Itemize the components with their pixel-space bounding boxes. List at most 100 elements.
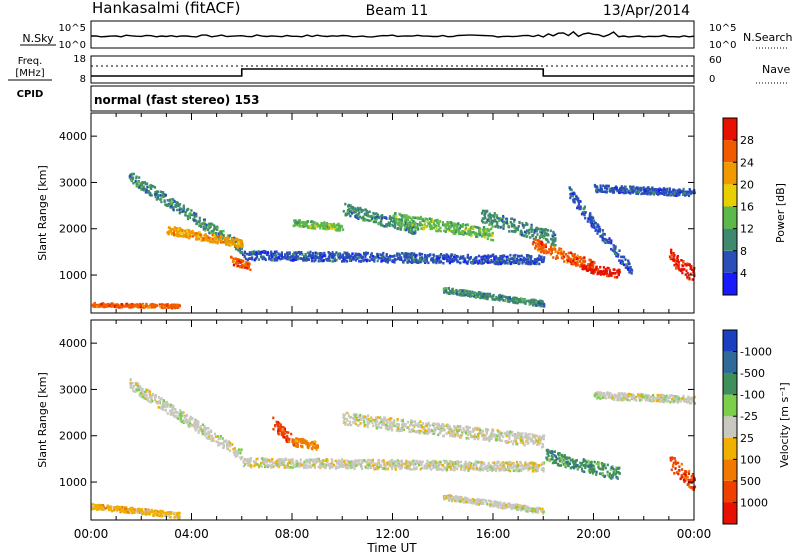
data-cell [470,467,474,470]
data-cell [472,258,475,262]
data-cell [109,302,112,306]
data-cell [562,253,565,256]
data-cell [486,228,489,231]
data-cell [505,255,508,259]
data-cell [180,228,183,231]
data-cell [234,244,237,247]
data-cell [177,228,180,232]
data-cell [209,225,212,228]
data-cell [480,260,483,264]
data-cell [472,262,475,265]
data-cell [99,303,102,307]
data-cell [358,459,361,462]
data-cell [404,218,407,221]
data-cell [184,232,188,236]
data-cell [534,238,537,242]
data-cell [321,255,324,259]
data-cell [268,464,271,467]
data-cell [541,258,544,262]
data-cell [539,227,542,231]
data-cell [372,215,375,219]
data-cell [201,432,204,436]
data-cell [284,257,287,260]
data-cell [153,395,156,398]
data-cell [589,212,592,215]
data-cell [485,231,488,235]
data-cell [313,466,316,469]
data-cell [377,216,380,219]
data-cell [502,467,506,471]
data-cell [496,465,499,468]
data-cell [651,189,654,192]
data-cell [594,228,598,231]
data-cell [286,251,289,255]
data-cell [322,222,325,225]
data-cell [313,222,316,225]
data-cell [561,252,564,255]
data-cell [235,262,238,265]
data-cell [536,469,539,472]
data-cell [302,223,305,226]
data-cell [207,433,210,436]
data-cell [316,223,319,226]
data-cell [452,259,455,263]
date-title: 13/Apr/2014 [603,3,690,19]
data-cell [181,231,184,235]
data-cell [174,306,177,310]
data-cell [498,293,501,297]
nave-label: Nave [762,63,790,76]
data-cell [490,254,493,257]
data-cell [381,467,384,470]
data-cell [326,460,329,463]
data-cell [381,253,384,257]
data-cell [178,411,181,415]
data-cell [242,253,245,256]
data-cell [183,416,186,419]
data-cell [567,259,570,262]
data-cell [598,225,601,229]
data-cell [425,422,428,426]
data-cell [221,237,224,240]
data-cell [378,256,382,260]
data-cell [613,188,616,191]
data-cell [533,462,536,465]
data-cell [534,470,537,473]
data-cell [506,430,509,433]
data-cell [239,243,242,247]
data-cell [451,430,454,434]
data-cell [311,463,314,467]
data-cell [408,467,411,470]
data-cell [163,194,166,198]
data-cell [432,459,435,463]
data-cell [138,393,141,397]
data-cell [533,298,536,302]
data-cell [285,458,288,461]
data-cell [388,257,391,260]
data-cell [255,457,258,461]
data-cell [494,298,497,301]
data-cell [128,174,131,178]
data-cell [517,225,520,228]
data-cell [602,269,605,273]
data-cell [209,437,212,441]
data-cell [130,385,133,388]
data-cell [411,216,415,219]
data-cell [465,465,468,469]
data-cell [379,223,382,227]
data-cell [602,190,605,193]
data-cell [540,245,543,249]
data-cell [314,251,317,255]
data-cell [222,229,225,233]
data-cell [328,466,332,470]
data-cell [349,461,352,464]
data-cell [482,228,485,232]
data-cell [525,258,528,262]
data-cell [356,253,359,256]
data-cell [496,225,499,228]
data-cell [201,423,204,427]
data-cell [614,245,617,248]
data-cell [436,257,439,261]
data-cell [481,209,484,213]
data-cell [599,272,602,275]
data-cell [501,225,504,228]
